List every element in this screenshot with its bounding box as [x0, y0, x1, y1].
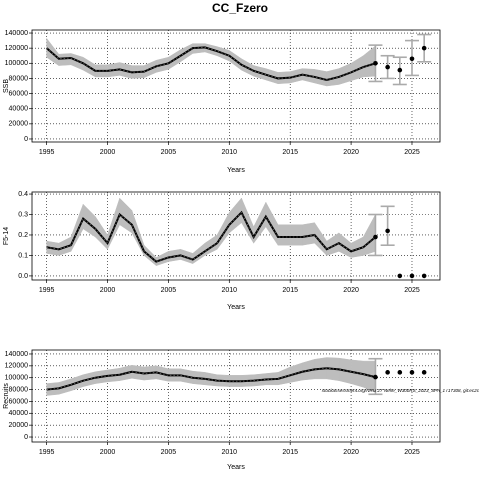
confidence-band	[302, 222, 315, 246]
y-tick-label: 40000	[9, 106, 29, 113]
x-tick-label: 2015	[282, 287, 298, 294]
confidence-band	[277, 224, 291, 246]
y-tick-label: 60000	[9, 90, 29, 97]
y-axis-label: SSB	[3, 79, 10, 93]
forecast-point	[385, 228, 390, 234]
x-tick-label: 2010	[222, 287, 238, 294]
x-tick-label: 2015	[282, 449, 298, 456]
confidence-band	[95, 215, 108, 250]
y-tick-label: 0	[24, 136, 28, 143]
x-tick-label: 2000	[100, 449, 116, 456]
estimate-line-dots	[46, 367, 376, 390]
y-tick-label: 0.1	[18, 252, 28, 259]
forecast-point	[409, 370, 415, 375]
y-tick-label: 40000	[9, 410, 29, 417]
confidence-band	[107, 198, 120, 250]
forecast-point	[373, 234, 378, 240]
y-tick-label: 80000	[9, 75, 29, 82]
confidence-band	[46, 37, 60, 67]
y-tick-label: 100000	[5, 375, 28, 382]
confidence-band	[314, 221, 327, 257]
y-tick-label: 0.0	[18, 273, 28, 280]
y-tick-label: 120000	[5, 45, 28, 52]
x-tick-label: 2020	[343, 449, 359, 456]
forecast-point	[397, 370, 403, 375]
annotation: stockassessment.org/NRU 27 Nehe_W300RS_2…	[322, 388, 480, 393]
plot-frame	[31, 29, 441, 143]
x-tick-label: 2025	[404, 449, 420, 456]
x-tick-label: 2005	[161, 287, 177, 294]
y-tick-label: 0.4	[18, 191, 28, 198]
forecast-point	[397, 273, 403, 279]
confidence-band	[363, 45, 376, 78]
y-tick-label: 0.2	[18, 232, 28, 239]
x-tick-label: 2000	[100, 287, 116, 294]
y-tick-label: 20000	[9, 422, 29, 429]
x-tick-label: 2020	[343, 287, 359, 294]
y-axis-label: F5-14	[3, 227, 10, 245]
plot-frame	[31, 349, 441, 443]
y-tick-label: 100000	[5, 60, 28, 67]
forecast-point	[421, 273, 427, 279]
confidence-band	[265, 202, 279, 247]
forecast-point	[385, 370, 390, 375]
confidence-band	[241, 198, 254, 245]
y-tick-label: 80000	[9, 386, 29, 393]
confidence-band	[253, 202, 267, 244]
x-axis-label: Years	[227, 304, 245, 311]
forecast-point	[373, 60, 378, 66]
x-tick-label: 1995	[39, 287, 55, 294]
x-tick-label: 2020	[343, 149, 359, 156]
y-tick-label: 0.3	[18, 211, 28, 218]
x-tick-label: 2015	[282, 149, 298, 156]
forecast-point	[421, 45, 427, 51]
y-tick-label: 0	[24, 434, 28, 441]
x-tick-label: 2025	[404, 287, 420, 294]
confidence-band	[289, 224, 303, 246]
x-tick-label: 2025	[404, 149, 420, 156]
y-tick-label: 140000	[5, 351, 28, 358]
confidence-band	[70, 204, 84, 252]
x-tick-label: 2010	[222, 449, 238, 456]
forecast-point	[385, 64, 390, 70]
chart-title: CC_Fzero	[212, 1, 268, 15]
forecast-point	[409, 273, 415, 279]
x-tick-label: 2005	[161, 149, 177, 156]
y-tick-label: 60000	[9, 398, 29, 405]
forecast-point	[373, 374, 378, 380]
estimate-line	[46, 210, 377, 263]
forecast-point	[409, 56, 415, 62]
y-tick-label: 20000	[9, 121, 29, 128]
x-tick-label: 2010	[222, 149, 238, 156]
x-tick-label: 1995	[39, 149, 55, 156]
confidence-band	[216, 212, 230, 251]
y-tick-label: 120000	[5, 363, 28, 370]
estimate-line-dots	[46, 47, 376, 81]
x-tick-label: 2005	[161, 449, 177, 456]
forecast-point	[421, 370, 427, 375]
plot-frame	[31, 191, 441, 281]
x-axis-label: Years	[227, 464, 245, 471]
confidence-band	[363, 214, 376, 256]
y-tick-label: 140000	[5, 30, 28, 37]
x-axis-label: Years	[227, 167, 245, 174]
y-axis-label: Recruits	[3, 383, 10, 409]
x-tick-label: 1995	[39, 449, 55, 456]
forecast-point	[397, 67, 403, 73]
x-tick-label: 2000	[100, 149, 116, 156]
